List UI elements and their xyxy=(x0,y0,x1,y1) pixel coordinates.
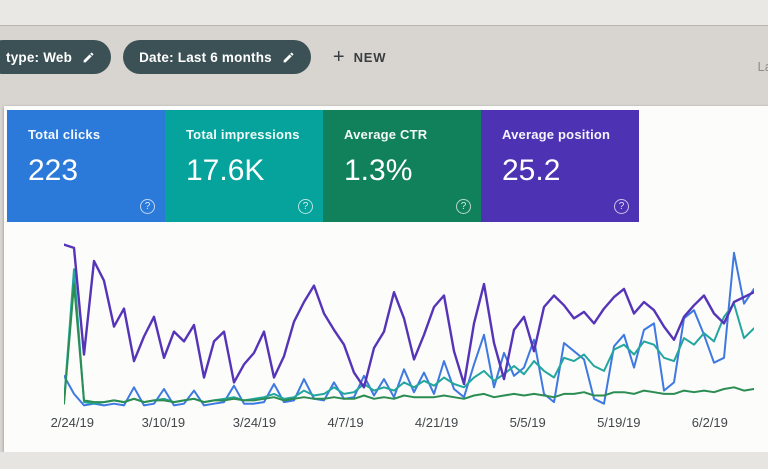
metric-card-average-ctr[interactable]: Average CTR 1.3% ? xyxy=(323,110,481,222)
metric-card-label: Total impressions xyxy=(186,127,300,142)
x-tick-label: 6/2/19 xyxy=(691,415,728,430)
filter-chip-date-range-label: Date: Last 6 months xyxy=(139,49,272,65)
x-tick-label: 4/21/19 xyxy=(414,415,459,430)
metric-card-total-impressions[interactable]: Total impressions 17.6K ? xyxy=(165,110,323,222)
x-tick-label: 3/24/19 xyxy=(232,415,277,430)
x-tick-label: 4/7/19 xyxy=(327,415,364,430)
help-icon[interactable]: ? xyxy=(298,199,313,214)
filter-chip-search-type[interactable]: type: Web xyxy=(0,40,112,74)
x-tick-label: 5/19/19 xyxy=(597,415,641,430)
x-axis-ticks: 2/24/19 3/10/19 3/24/19 4/7/19 4/21/19 5/5/19… xyxy=(51,412,754,438)
filter-chip-search-type-label: type: Web xyxy=(6,49,73,65)
metric-card-value: 223 xyxy=(28,154,79,187)
metric-card-label: Average position xyxy=(502,127,611,142)
help-icon[interactable]: ? xyxy=(456,199,471,214)
chart-line-position xyxy=(64,243,754,389)
plus-icon: + xyxy=(332,46,345,68)
x-tick-label: 5/5/19 xyxy=(509,415,546,430)
top-strip xyxy=(0,0,768,26)
performance-panel: Total clicks 223 ? Total impressions 17.… xyxy=(4,106,768,452)
chart-line-ctr xyxy=(64,283,754,405)
help-icon[interactable]: ? xyxy=(140,199,155,214)
edit-pencil-icon xyxy=(282,51,295,64)
x-tick-label: 3/10/19 xyxy=(141,415,186,430)
metric-card-label: Average CTR xyxy=(344,127,428,142)
filter-bar: type: Web Date: Last 6 months + NEW La xyxy=(0,27,768,106)
metric-card-average-position[interactable]: Average position 25.2 ? xyxy=(481,110,639,222)
performance-chart-svg[interactable] xyxy=(64,237,754,409)
x-tick-label: 2/24/19 xyxy=(50,415,94,430)
new-filter-label: NEW xyxy=(353,49,387,65)
new-filter-button[interactable]: + NEW xyxy=(333,47,386,67)
clipped-text-right-edge: La xyxy=(757,59,768,74)
bottom-strip xyxy=(0,452,768,469)
performance-chart[interactable]: 2/24/19 3/10/19 3/24/19 4/7/19 4/21/19 5/5/19… xyxy=(51,237,754,438)
metric-card-value: 25.2 xyxy=(502,154,561,187)
filter-chips: type: Web Date: Last 6 months + NEW xyxy=(0,40,386,74)
help-icon[interactable]: ? xyxy=(614,199,629,214)
metric-card-value: 17.6K xyxy=(186,154,265,187)
metric-cards-row: Total clicks 223 ? Total impressions 17.… xyxy=(4,106,768,222)
metric-card-label: Total clicks xyxy=(28,127,101,142)
chart-line-clicks xyxy=(64,251,754,407)
metric-card-value: 1.3% xyxy=(344,154,413,187)
edit-pencil-icon xyxy=(82,51,95,64)
filter-chip-date-range[interactable]: Date: Last 6 months xyxy=(123,40,311,74)
metric-card-total-clicks[interactable]: Total clicks 223 ? xyxy=(7,110,165,222)
